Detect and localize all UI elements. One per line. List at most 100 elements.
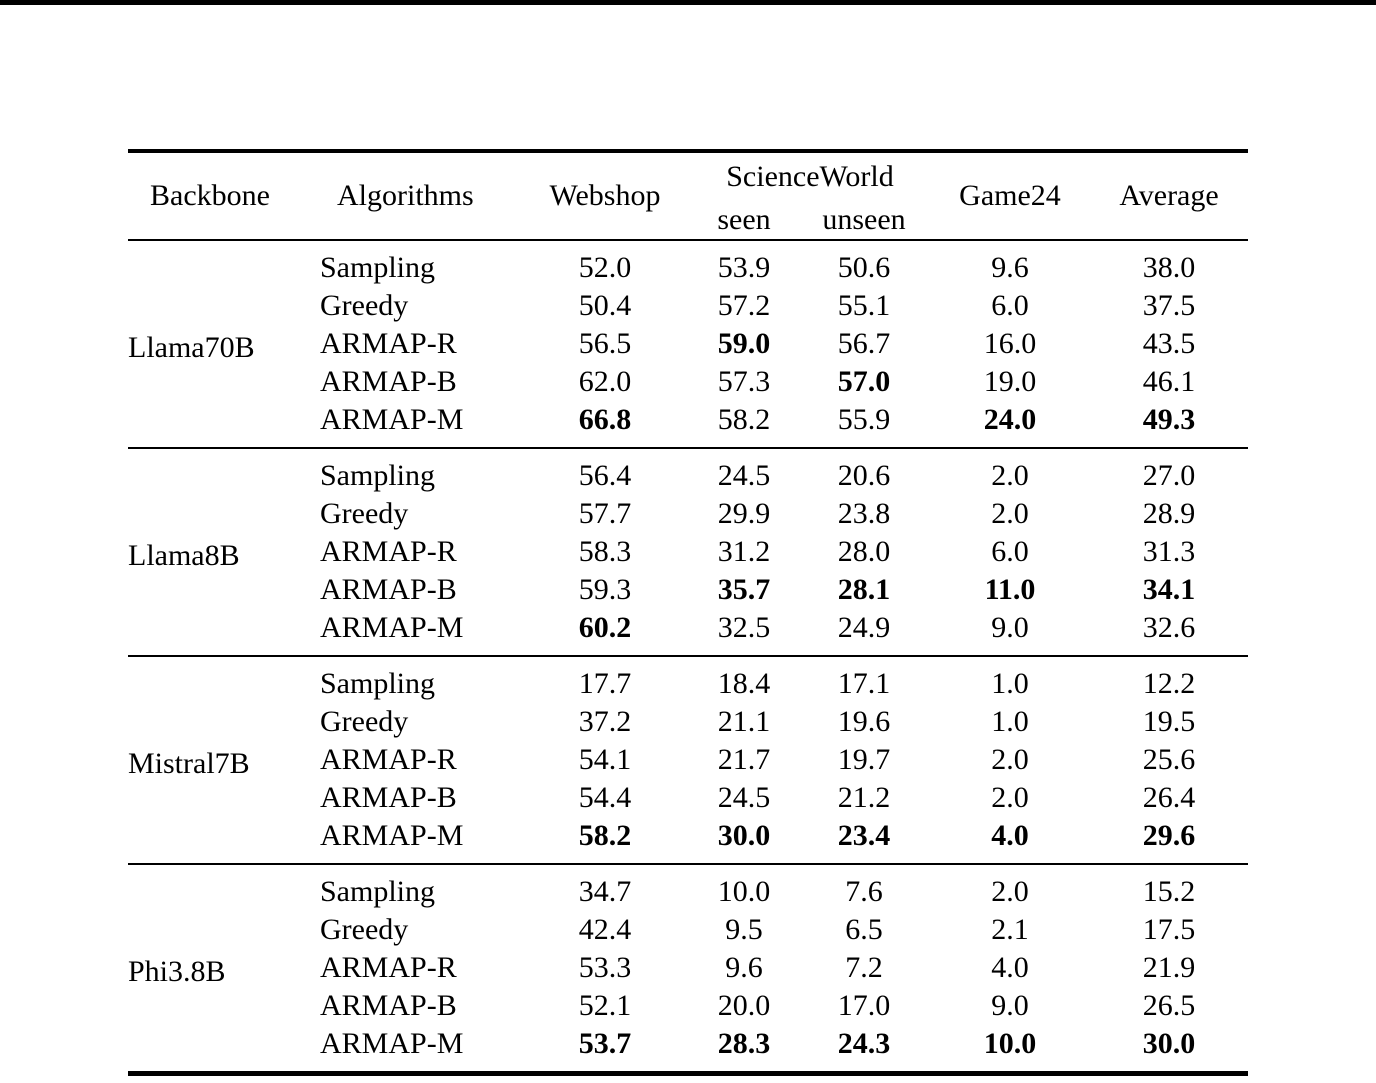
table-row: Greedy 42.4 9.5 6.5 2.1 17.5 — [128, 911, 1248, 949]
value-cell-webshop: 58.3 — [578, 535, 632, 568]
value-cell-webshop: 54.1 — [578, 743, 632, 776]
value-cell-average: 26.5 — [1142, 989, 1196, 1022]
backbone-cell: Llama8B — [128, 539, 240, 572]
algorithm-cell: ARMAP-B — [320, 573, 457, 606]
value-cell-average: 46.1 — [1142, 365, 1196, 398]
value-cell-scienceworld-seen: 57.3 — [717, 365, 771, 398]
value-cell-scienceworld-unseen: 19.7 — [837, 743, 891, 776]
value-cell-scienceworld-seen: 53.9 — [717, 251, 771, 284]
value-cell-scienceworld-seen: 9.6 — [725, 951, 763, 984]
algorithm-cell: Greedy — [320, 705, 409, 738]
algorithm-cell: ARMAP-R — [320, 327, 457, 360]
value-cell-scienceworld-unseen: 23.4 — [837, 819, 891, 852]
value-cell-game24: 1.0 — [991, 705, 1029, 738]
value-cell-webshop: 59.3 — [578, 573, 632, 606]
value-cell-game24: 19.0 — [983, 365, 1037, 398]
value-cell-scienceworld-unseen: 55.1 — [837, 289, 891, 322]
value-cell-scienceworld-unseen: 28.0 — [837, 535, 891, 568]
value-cell-scienceworld-seen: 10.0 — [717, 875, 771, 908]
value-cell-scienceworld-unseen: 17.0 — [837, 989, 891, 1022]
value-cell-scienceworld-unseen: 24.9 — [837, 611, 891, 644]
value-cell-scienceworld-seen: 9.5 — [725, 913, 763, 946]
col-header-backbone: Backbone — [150, 179, 270, 212]
table-row: ARMAP-B 59.3 35.7 28.1 11.0 34.1 — [128, 571, 1248, 609]
algorithm-cell: Sampling — [320, 459, 436, 492]
value-cell-webshop: 52.0 — [578, 251, 632, 284]
value-cell-scienceworld-unseen: 21.2 — [837, 781, 891, 814]
algorithm-cell: ARMAP-B — [320, 989, 457, 1022]
value-cell-scienceworld-seen: 58.2 — [717, 403, 771, 436]
value-cell-game24: 11.0 — [984, 573, 1036, 606]
value-cell-scienceworld-seen: 24.5 — [717, 781, 771, 814]
backbone-cell: Llama70B — [128, 331, 255, 364]
table-row: ARMAP-M 60.2 32.5 24.9 9.0 32.6 — [128, 609, 1248, 656]
value-cell-webshop: 56.4 — [578, 459, 632, 492]
value-cell-average: 19.5 — [1142, 705, 1196, 738]
value-cell-webshop: 53.3 — [578, 951, 632, 984]
value-cell-scienceworld-unseen: 7.6 — [845, 875, 883, 908]
value-cell-game24: 2.0 — [991, 781, 1029, 814]
table-row: Greedy 50.4 57.2 55.1 6.0 37.5 — [128, 287, 1248, 325]
col-header-scienceworld: ScienceWorld — [726, 160, 894, 193]
col-header-game24: Game24 — [959, 179, 1061, 212]
value-cell-scienceworld-unseen: 7.2 — [845, 951, 883, 984]
value-cell-webshop: 58.2 — [578, 819, 632, 852]
value-cell-game24: 4.0 — [991, 819, 1029, 852]
table-row: Mistral7B Sampling 17.7 18.4 17.1 1.0 12… — [128, 656, 1248, 780]
algorithm-cell: Sampling — [320, 251, 436, 284]
algorithm-cell: ARMAP-B — [320, 365, 457, 398]
value-cell-game24: 2.0 — [991, 497, 1029, 530]
value-cell-webshop: 62.0 — [578, 365, 632, 398]
value-cell-average: 21.9 — [1142, 951, 1196, 984]
value-cell-scienceworld-unseen: 57.0 — [837, 365, 891, 398]
value-cell-webshop: 50.4 — [578, 289, 632, 322]
results-table: Backbone Algorithms Webshop ScienceWorld… — [128, 149, 1248, 1076]
value-cell-webshop: 52.1 — [578, 989, 632, 1022]
value-cell-webshop: 42.4 — [578, 913, 632, 946]
value-cell-scienceworld-unseen: 55.9 — [837, 403, 891, 436]
value-cell-scienceworld-seen: 30.0 — [717, 819, 771, 852]
algorithm-cell: Sampling — [320, 875, 436, 908]
algorithm-cell: ARMAP-R — [320, 743, 457, 776]
value-cell-game24: 1.0 — [991, 667, 1029, 700]
table-header: Backbone Algorithms Webshop ScienceWorld… — [128, 151, 1248, 240]
table-row: Llama70B Sampling 52.0 53.9 50.6 9.6 38.… — [128, 240, 1248, 364]
backbone-cell: Phi3.8B — [128, 955, 226, 988]
value-cell-scienceworld-unseen: 24.3 — [837, 1027, 891, 1060]
value-cell-average: 12.2 — [1142, 667, 1196, 700]
algorithm-cell: ARMAP-M — [320, 819, 464, 852]
value-cell-scienceworld-seen: 21.1 — [717, 705, 771, 738]
table-row: ARMAP-B 54.4 24.5 21.2 2.0 26.4 — [128, 779, 1248, 817]
algorithm-cell: ARMAP-M — [320, 611, 464, 644]
value-cell-average: 28.9 — [1142, 497, 1196, 530]
value-cell-webshop: 53.7 — [578, 1027, 632, 1060]
col-header-algorithms: Algorithms — [337, 179, 474, 212]
value-cell-game24: 9.0 — [991, 989, 1029, 1022]
value-cell-webshop: 54.4 — [578, 781, 632, 814]
table-row: ARMAP-R 58.3 31.2 28.0 6.0 31.3 — [128, 533, 1248, 571]
value-cell-scienceworld-seen: 29.9 — [717, 497, 771, 530]
table-row: Greedy 57.7 29.9 23.8 2.0 28.9 — [128, 495, 1248, 533]
algorithm-cell: Greedy — [320, 913, 409, 946]
page-top-rule — [0, 0, 1376, 5]
value-cell-game24: 24.0 — [983, 403, 1037, 436]
backbone-cell: Mistral7B — [128, 747, 250, 780]
value-cell-game24: 2.0 — [991, 875, 1029, 908]
table-row: Greedy 37.2 21.1 19.6 1.0 19.5 — [128, 703, 1248, 741]
value-cell-scienceworld-seen: 57.2 — [717, 289, 771, 322]
value-cell-scienceworld-seen: 59.0 — [717, 327, 771, 360]
value-cell-game24: 16.0 — [983, 327, 1037, 360]
value-cell-scienceworld-seen: 21.7 — [717, 743, 771, 776]
table-row: ARMAP-B 52.1 20.0 17.0 9.0 26.5 — [128, 987, 1248, 1025]
value-cell-webshop: 57.7 — [578, 497, 632, 530]
value-cell-scienceworld-unseen: 28.1 — [837, 573, 891, 606]
value-cell-webshop: 56.5 — [578, 327, 632, 360]
value-cell-game24: 9.6 — [991, 251, 1029, 284]
table-row: ARMAP-R 56.5 59.0 56.7 16.0 43.5 — [128, 325, 1248, 363]
col-header-webshop: Webshop — [549, 179, 661, 212]
algorithm-cell: ARMAP-M — [320, 1027, 464, 1060]
algorithm-cell: Greedy — [320, 497, 409, 530]
value-cell-webshop: 34.7 — [578, 875, 632, 908]
value-cell-average: 49.3 — [1142, 403, 1196, 436]
value-cell-webshop: 37.2 — [578, 705, 632, 738]
